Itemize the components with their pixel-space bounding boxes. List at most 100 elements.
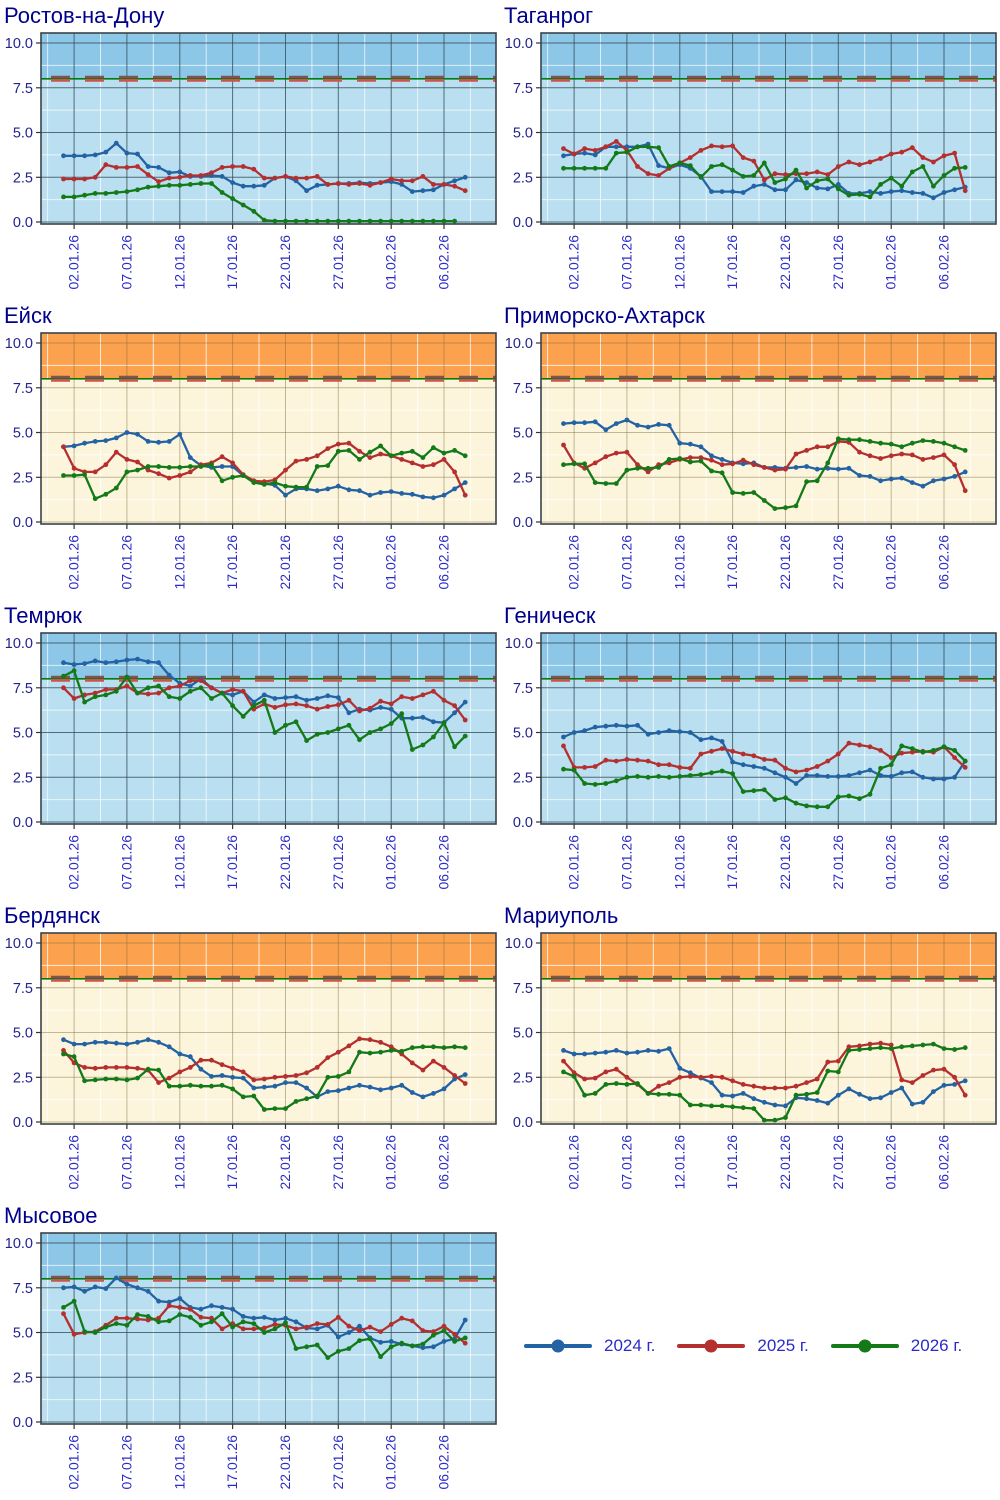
x-tick-label: 07.01.26 [118,535,134,590]
x-tick-label: 01.02.26 [883,235,899,290]
x-tick-label: 17.01.26 [224,535,240,590]
x-tick-label: 01.02.26 [383,1135,399,1190]
chart-title: Ростов-на-Дону [4,3,164,28]
legend-label-2025: 2025 г. [757,1336,809,1355]
gridlines [41,1233,496,1424]
alert-band [541,933,996,979]
chart-genichesk-svg: 0.0 2.5 5.0 7.5 10.0 02.01.26 07.01.26 12.01.26… [504,603,997,890]
x-tick-label: 17.01.26 [724,235,740,290]
x-tick-label: 27.01.26 [330,835,346,890]
chart-berdyansk-svg: 0.0 2.5 5.0 7.5 10.0 02.01.26 07.01.26 12.01.26… [4,903,497,1190]
x-tick-label: 06.02.26 [936,835,952,890]
x-tick-label: 12.01.26 [671,235,687,290]
x-tick-label: 01.02.26 [883,535,899,590]
x-tick-label: 02.01.26 [566,1135,582,1190]
alert-band [41,933,496,979]
x-tick-label: 02.01.26 [66,1135,82,1190]
series-2025 [561,740,968,775]
x-tick-label: 27.01.26 [830,1135,846,1190]
y-tick-label: 0.0 [513,1115,533,1131]
y-tick-label: 0.0 [513,515,533,531]
legend-item-2024: 2024 г. [524,1336,655,1356]
plot-border [40,32,497,225]
gridlines [541,33,996,224]
chart-taganrog-svg: 0.0 2.5 5.0 7.5 10.0 02.01.26 07.01.26 12.01.26… [504,3,997,290]
x-tick-label: 06.02.26 [436,835,452,890]
x-tick-label: 06.02.26 [936,235,952,290]
alert-band [41,1233,496,1279]
y-tick-label: 7.5 [513,81,533,97]
chart-title: Бердянск [4,903,100,928]
y-tick-label: 10.0 [505,36,533,52]
x-tick-label: 12.01.26 [671,835,687,890]
y-tick-label: 7.5 [13,681,33,697]
x-tick-label: 07.01.26 [118,1135,134,1190]
x-tick-label: 17.01.26 [224,1135,240,1190]
y-tick-label: 5.0 [13,426,33,442]
legend-line-2025-icon [677,1339,746,1353]
x-tick-label: 07.01.26 [618,835,634,890]
x-tick-label: 22.01.26 [277,1135,293,1190]
y-tick-label: 0.0 [13,215,33,231]
y-tick-label: 2.5 [13,170,33,186]
series-2026 [61,181,457,224]
y-tick-label: 10.0 [5,1236,33,1252]
y-tick-label: 5.0 [513,126,533,142]
y-tick-label: 0.0 [13,515,33,531]
x-tick-label: 27.01.26 [830,835,846,890]
y-tick-label: 5.0 [513,426,533,442]
x-tick-label: 02.01.26 [66,1435,82,1490]
axis-ticks [36,642,445,829]
plot-border [40,932,497,1125]
alert-band [41,633,496,679]
x-tick-label: 07.01.26 [618,1135,634,1190]
chart-temryuk: 0.0 2.5 5.0 7.5 10.0 02.01.26 07.01.26 12.01.26… [0,600,500,900]
chart-mysovoe: 0.0 2.5 5.0 7.5 10.0 02.01.26 07.01.26 12.01.26… [0,1200,500,1500]
series-2025 [61,162,468,194]
legend-item-2025: 2025 г. [677,1336,809,1356]
x-tick-label: 22.01.26 [777,235,793,290]
y-tick-label: 10.0 [505,636,533,652]
chart-mariupol: 0.0 2.5 5.0 7.5 10.0 02.01.26 07.01.26 12.01.26… [500,900,1000,1200]
y-tick-label: 7.5 [13,1281,33,1297]
x-tick-label: 02.01.26 [66,235,82,290]
y-tick-label: 10.0 [5,36,33,52]
y-tick-label: 10.0 [505,936,533,952]
series-2025 [61,440,468,498]
chart-title: Таганрог [504,3,593,28]
series-2026 [561,144,968,200]
y-tick-label: 2.5 [513,1070,533,1086]
y-tick-label: 10.0 [5,636,33,652]
y-tick-label: 5.0 [513,1026,533,1042]
plot-border [540,332,997,525]
y-tick-label: 5.0 [13,126,33,142]
plot-border [540,32,997,225]
legend: 2024 г. 2025 г. 2026 г. [500,1200,1000,1500]
x-tick-label: 12.01.26 [671,535,687,590]
x-tick-label: 06.02.26 [936,535,952,590]
x-tick-label: 02.01.26 [566,535,582,590]
chart-temryuk-svg: 0.0 2.5 5.0 7.5 10.0 02.01.26 07.01.26 12.01.26… [4,603,497,890]
y-tick-label: 5.0 [13,1026,33,1042]
x-tick-label: 02.01.26 [66,535,82,590]
legend-marker-2024-icon [551,1339,565,1353]
x-tick-label: 27.01.26 [830,535,846,590]
y-tick-label: 2.5 [513,470,533,486]
gridlines [41,333,496,524]
y-tick-label: 5.0 [13,726,33,742]
y-tick-label: 7.5 [513,681,533,697]
chart-title: Ейск [4,303,52,328]
x-tick-label: 06.02.26 [436,1135,452,1190]
x-tick-label: 02.01.26 [66,835,82,890]
legend-marker-2026-icon [858,1339,872,1353]
x-tick-label: 12.01.26 [171,235,187,290]
series-2025 [561,1040,968,1098]
plot-border [540,932,997,1125]
alert-band [541,633,996,679]
x-tick-label: 07.01.26 [118,235,134,290]
y-tick-label: 2.5 [13,470,33,486]
x-tick-label: 06.02.26 [936,1135,952,1190]
axis-ticks [536,642,945,829]
series-2026 [61,1298,468,1360]
